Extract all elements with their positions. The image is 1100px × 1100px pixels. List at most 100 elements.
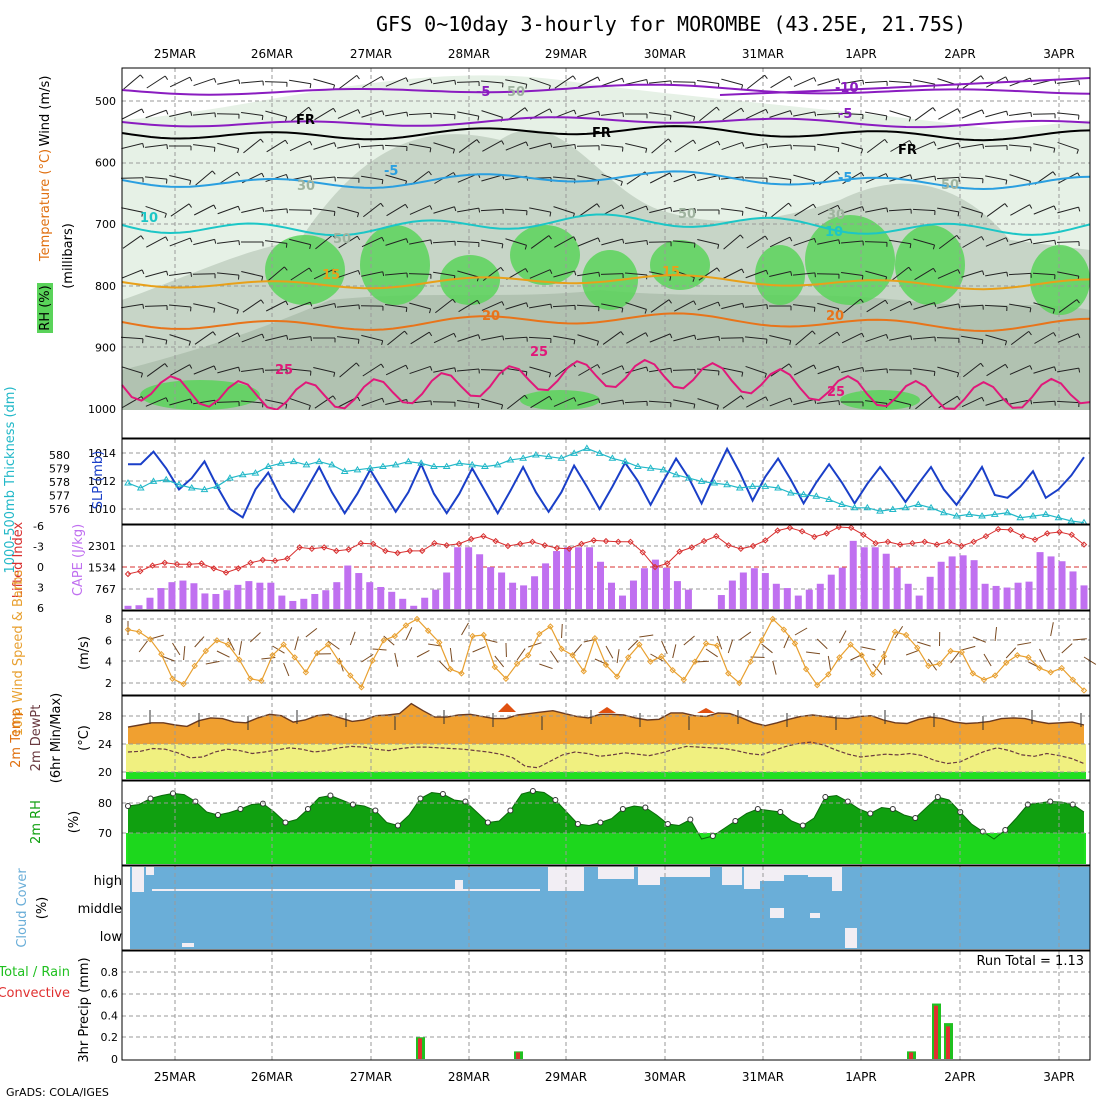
wind-barb	[985, 334, 1007, 342]
contour-label: 20	[482, 309, 500, 324]
wind-barb	[554, 236, 574, 248]
wind-barb-flag	[813, 77, 817, 82]
lifted-index-point	[516, 540, 524, 548]
wind-barb	[745, 304, 767, 308]
wind-barb	[481, 239, 503, 245]
wind-barb	[289, 397, 311, 407]
thickness-line	[127, 447, 1085, 524]
thickness-tick: 576	[49, 503, 70, 516]
wind-barb	[337, 304, 359, 308]
wind-speed-point	[302, 669, 310, 676]
wind-barb	[169, 398, 191, 406]
wind-speed-point	[480, 631, 487, 639]
wind-barb-flag	[598, 272, 601, 277]
wind-speed-point	[636, 641, 643, 648]
wind-barb	[625, 302, 647, 310]
wind-barb	[771, 202, 789, 218]
wind-speed-point	[424, 627, 432, 634]
cape-bar	[849, 540, 857, 609]
thickness-point	[837, 500, 846, 507]
wind-barb-flag	[910, 174, 913, 180]
cape-bar	[684, 589, 692, 609]
thickness-point	[786, 488, 795, 496]
wind-barb	[480, 369, 504, 371]
wind-barb-flag	[764, 74, 768, 80]
rh-point	[147, 795, 154, 802]
wind-barb-10m	[861, 646, 876, 651]
contour-label: -5	[476, 85, 490, 100]
cape-bar	[662, 567, 670, 609]
wind-barb	[1009, 238, 1031, 246]
contour-label: 50	[507, 85, 525, 100]
wind-barb-flag	[838, 239, 841, 245]
wind-barb	[962, 75, 982, 89]
rh-point	[439, 791, 446, 797]
cape-bar	[410, 605, 418, 609]
wind-barb-flag	[286, 335, 289, 340]
lifted-index-point	[369, 540, 377, 548]
wind-barb-flag	[1028, 331, 1032, 336]
wind-barb	[1009, 111, 1031, 117]
wind-barb-flag	[981, 109, 985, 115]
wind-barb-flag	[622, 112, 624, 118]
wind-barb	[722, 395, 742, 409]
wind-barb	[217, 272, 239, 276]
lifted-index-point	[602, 537, 610, 545]
wind-barb	[769, 236, 791, 248]
wind-barb	[913, 175, 935, 181]
cape-bar	[816, 583, 824, 609]
wind-barb-flag	[405, 77, 409, 82]
wind-barb-flag	[669, 333, 673, 339]
wind-barb-flag	[142, 143, 145, 148]
wind-speed-point	[324, 641, 332, 648]
wind-barb	[170, 364, 190, 376]
wind-barb	[289, 140, 311, 152]
wind-speed-point	[369, 657, 376, 664]
wind-barb	[937, 269, 959, 279]
wind-barb-flag	[669, 115, 672, 120]
precip-convective-bar	[516, 1052, 520, 1059]
wind-barb-flag	[285, 174, 289, 179]
wind-barb-flag	[405, 204, 409, 209]
wind-barb	[122, 396, 142, 408]
date-label-bottom: 26MAR	[251, 1070, 293, 1084]
wind-barb-flag	[140, 74, 144, 79]
isotherm-25	[121, 358, 1091, 411]
wind-barb-flag	[549, 396, 553, 401]
cloud-clear-patch	[598, 867, 634, 879]
cloud-clear-patch	[784, 867, 808, 875]
thickness-point	[595, 449, 604, 456]
wind-barb-flag	[429, 147, 432, 153]
cape-bar	[586, 547, 594, 609]
wind-barb-flag	[885, 173, 889, 178]
wind-barb	[505, 79, 527, 85]
wind-barb	[648, 400, 672, 404]
wind-barb-flag	[645, 332, 649, 337]
lifted-index-point	[504, 542, 512, 550]
lifted-index-point	[676, 548, 683, 555]
wind-speed-point	[358, 684, 365, 691]
cape-bar	[882, 553, 890, 609]
lifted-index-point	[945, 538, 953, 546]
cape-bar	[190, 583, 198, 609]
wind-barb	[1057, 112, 1079, 116]
thickness-point	[251, 469, 260, 476]
wind-barb-flag	[1004, 340, 1008, 346]
cape-bar	[399, 598, 407, 609]
wind-speed-point	[491, 663, 499, 671]
wind-barb	[961, 396, 983, 408]
contour-label: 25	[827, 385, 845, 400]
wind-barb	[267, 266, 285, 282]
wind-barb	[194, 331, 214, 345]
wind-barb	[625, 205, 647, 215]
wind-barb-flag	[309, 244, 312, 250]
precip-tick: 0.8	[101, 966, 119, 979]
thickness-point	[850, 503, 859, 511]
wind-barb	[961, 206, 983, 214]
thickness-point	[748, 482, 757, 489]
lifted-index-point	[664, 560, 671, 567]
wind-speed-point	[336, 658, 343, 665]
rh-green-region	[440, 255, 500, 305]
wind-barb-10m	[438, 660, 450, 672]
